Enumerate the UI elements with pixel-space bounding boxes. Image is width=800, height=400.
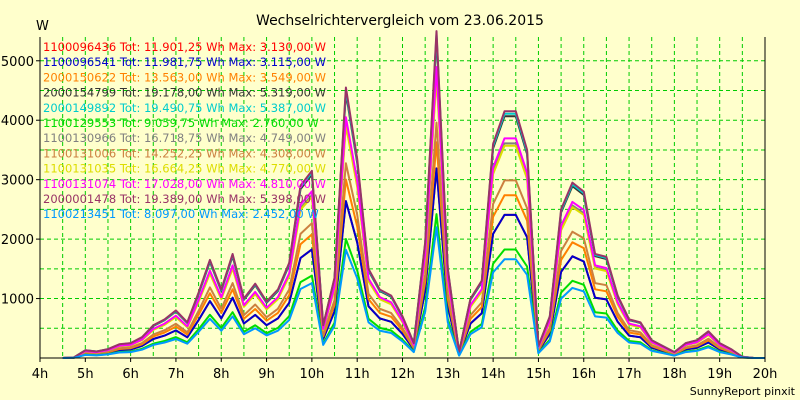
x-tick-label: 4h bbox=[32, 367, 49, 382]
legend-entry: 2000001478 Tot: 19.389,00 Wh Max: 5.398,… bbox=[43, 192, 326, 206]
chart-title: Wechselrichtervergleich vom 23.06.2015 bbox=[256, 13, 544, 29]
legend-entry: 1100131006 Tot: 14.252,25 Wh Max: 4.308,… bbox=[43, 146, 326, 160]
series-line bbox=[62, 121, 765, 359]
legend-entry: 1100131035 Tot: 16.664,25 Wh Max: 4.770,… bbox=[43, 162, 326, 176]
x-tick-label: 18h bbox=[662, 367, 687, 382]
series-lines bbox=[62, 30, 765, 359]
x-tick-label: 7h bbox=[168, 367, 185, 382]
y-tick-label: 5000 bbox=[1, 55, 34, 70]
legend: 1100096436 Tot: 11.901,25 Wh Max: 3.130,… bbox=[43, 40, 326, 221]
x-tick-label: 16h bbox=[571, 367, 596, 382]
y-tick-label: 2000 bbox=[1, 233, 34, 248]
series-line bbox=[62, 66, 765, 359]
x-tick-label: 9h bbox=[258, 367, 275, 382]
series-line bbox=[62, 30, 765, 359]
legend-entry: 1100129553 Tot: 9.059,75 Wh Max: 2.760,0… bbox=[43, 116, 319, 130]
legend-entry: 2000149892 Tot: 19.490,75 Wh Max: 5.387,… bbox=[43, 101, 326, 115]
legend-entry: 2000154799 Tot: 19.178,00 Wh Max: 5.319,… bbox=[43, 86, 326, 100]
x-tick-label: 14h bbox=[481, 367, 506, 382]
legend-entry: 1100130966 Tot: 16.718,75 Wh Max: 4.749,… bbox=[43, 131, 326, 145]
x-tick-label: 8h bbox=[213, 367, 230, 382]
x-tick-label: 15h bbox=[526, 367, 551, 382]
x-tick-label: 20h bbox=[753, 367, 778, 382]
x-tick-label: 11h bbox=[345, 367, 370, 382]
legend-entry: 1100131074 Tot: 17.028,00 Wh Max: 4.810,… bbox=[43, 177, 326, 191]
x-tick-label: 6h bbox=[122, 367, 139, 382]
legend-entry: 1100096541 Tot: 11.981,75 Wh Max: 3.115,… bbox=[43, 55, 326, 69]
footer-credit: SunnyReport pinxit bbox=[690, 385, 796, 398]
x-tick-label: 13h bbox=[435, 367, 460, 382]
legend-entry: 2000150622 Tot: 13.563,00 Wh Max: 3.549,… bbox=[43, 70, 326, 84]
y-tick-label: 1000 bbox=[1, 293, 34, 308]
x-tick-label: 10h bbox=[299, 367, 324, 382]
y-axis-label: W bbox=[36, 19, 49, 34]
x-tick-label: 5h bbox=[77, 367, 94, 382]
x-tick-label: 19h bbox=[707, 367, 732, 382]
axes: 1000 2000 3000 4000 5000 4h 5h 6h 7h 8h 9h 10h 11h 12… bbox=[1, 37, 777, 382]
x-tick-label: 17h bbox=[617, 367, 642, 382]
legend-entry: 1100213451 Tot: 8.097,00 Wh Max: 2.452,0… bbox=[43, 207, 319, 221]
legend-entry: 1100096436 Tot: 11.901,25 Wh Max: 3.130,… bbox=[43, 40, 326, 54]
y-tick-label: 4000 bbox=[1, 114, 34, 129]
series-line bbox=[62, 226, 765, 359]
y-tick-label: 3000 bbox=[1, 174, 34, 189]
x-tick-label: 12h bbox=[390, 367, 415, 382]
